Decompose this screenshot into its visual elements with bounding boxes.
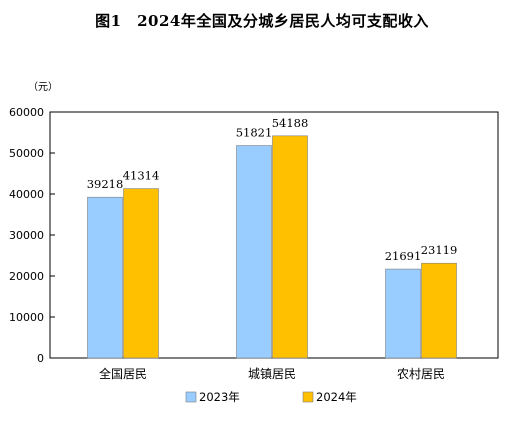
y-tick-label: 60000 bbox=[9, 106, 44, 119]
legend-label: 2023年 bbox=[199, 390, 240, 404]
bars bbox=[87, 135, 457, 359]
bar-value-label: 23119 bbox=[421, 243, 458, 257]
bar-value-label: 51821 bbox=[236, 126, 273, 140]
y-tick-label: 40000 bbox=[9, 188, 44, 201]
bar-2024-2 bbox=[421, 262, 457, 359]
y-tick-label: 10000 bbox=[9, 311, 44, 324]
legend-label: 2024年 bbox=[316, 390, 357, 404]
bar-2024-1 bbox=[272, 135, 308, 359]
bar-value-label: 21691 bbox=[385, 249, 422, 263]
y-tick-label: 20000 bbox=[9, 270, 44, 283]
bar-value-label: 41314 bbox=[123, 169, 160, 183]
y-tick-label: 50000 bbox=[9, 147, 44, 160]
legend: 2023年 2024年 bbox=[185, 390, 357, 404]
y-tick-label: 30000 bbox=[9, 229, 44, 242]
bar-2023-0 bbox=[87, 196, 123, 359]
bar-2024-0 bbox=[123, 188, 159, 359]
bar-value-label: 39218 bbox=[87, 177, 124, 191]
x-category-label: 农村居民 bbox=[397, 367, 445, 381]
category-labels: 全国居民 城镇居民 农村居民 bbox=[99, 366, 445, 381]
bar-2023-2 bbox=[385, 268, 421, 359]
chart-title: 图1 2024年全国及分城乡居民人均可支配收入 bbox=[95, 12, 429, 30]
bar-value-label: 54188 bbox=[272, 116, 309, 130]
x-category-label: 全国居民 bbox=[99, 366, 147, 381]
legend-swatch bbox=[302, 391, 314, 403]
y-axis: 0 10000 20000 30000 40000 50000 60000 bbox=[9, 106, 55, 365]
y-tick-label: 0 bbox=[37, 352, 44, 365]
y-unit-label: （元） bbox=[28, 81, 58, 93]
x-category-label: 城镇居民 bbox=[248, 367, 296, 381]
bar-2023-1 bbox=[236, 145, 272, 359]
legend-swatch bbox=[185, 391, 197, 403]
